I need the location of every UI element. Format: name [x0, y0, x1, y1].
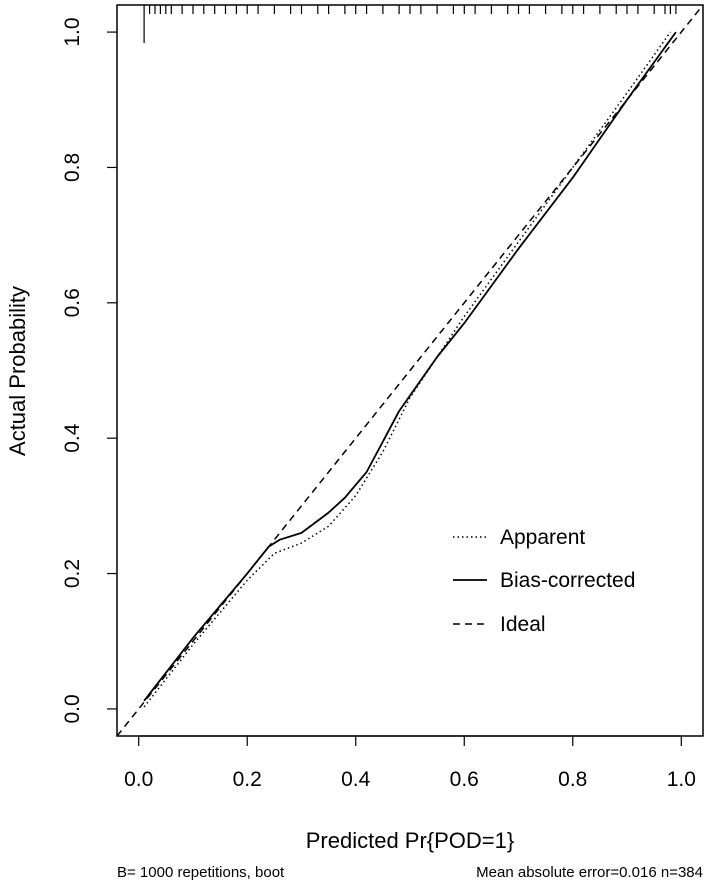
- footer-left-note: B= 1000 repetitions, boot: [117, 864, 285, 881]
- legend-apparent-label: Apparent: [500, 526, 585, 549]
- series-layer: [143, 31, 677, 708]
- x-tick-label: 1.0: [667, 768, 696, 791]
- series-line-bias-corrected: [143, 31, 677, 702]
- x-tick-label: 0.2: [233, 768, 262, 791]
- series-line-apparent: [143, 31, 672, 708]
- y-tick-label: 0.0: [61, 694, 84, 723]
- legend-ideal-label: Ideal: [500, 613, 546, 636]
- ideal-line-layer: [116, 4, 704, 737]
- series-line-ideal: [116, 4, 704, 737]
- x-tick-label: 0.8: [558, 768, 587, 791]
- x-axis-label: Predicted Pr{POD=1}: [306, 828, 515, 853]
- legend-bias-corrected-label: Bias-corrected: [500, 569, 635, 592]
- footer-right-note: Mean absolute error=0.016 n=384: [476, 864, 703, 881]
- x-tick-label: 0.4: [341, 768, 371, 791]
- rug-layer: [143, 5, 677, 43]
- legend: Apparent Bias-corrected Ideal: [453, 526, 635, 636]
- x-axis: 0.0 0.2 0.4 0.6 0.8 1.0: [124, 735, 696, 791]
- x-tick-label: 0.0: [124, 768, 153, 791]
- y-tick-label: 0.6: [61, 288, 84, 317]
- y-tick-label: 0.4: [61, 423, 84, 453]
- y-tick-label: 0.2: [61, 559, 84, 588]
- y-axis: 0.0 0.2 0.4 0.6 0.8 1.0: [61, 17, 117, 724]
- y-axis-label: Actual Probability: [5, 286, 30, 456]
- y-tick-label: 1.0: [61, 17, 84, 46]
- y-tick-label: 0.8: [61, 153, 84, 182]
- x-tick-label: 0.6: [450, 768, 479, 791]
